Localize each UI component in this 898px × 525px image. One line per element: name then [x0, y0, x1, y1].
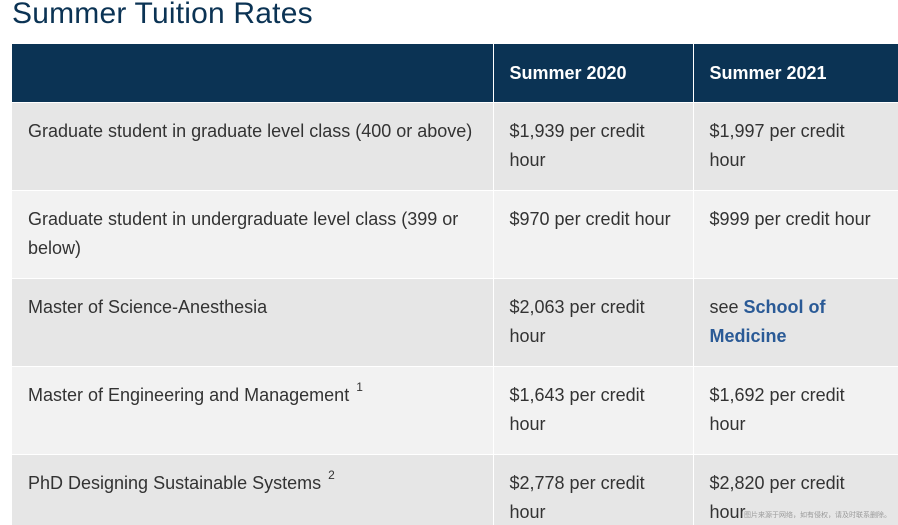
- program-cell: Graduate student in undergraduate level …: [12, 190, 494, 279]
- table-row: Graduate student in graduate level class…: [12, 102, 898, 191]
- table-row: Master of Science-Anesthesia $2,063 per …: [12, 278, 898, 367]
- rate-2021-cell: see School of Medicine: [693, 278, 898, 367]
- footnote-marker: 1: [356, 380, 363, 394]
- rate-2020-cell: $1,939 per credit hour: [493, 102, 694, 191]
- program-name: Master of Science-Anesthesia: [28, 297, 268, 317]
- rate-2021-cell: $999 per credit hour: [693, 190, 898, 279]
- school-of-medicine-link[interactable]: School of Medicine: [709, 297, 826, 346]
- program-name: PhD Designing Sustainable Systems: [28, 473, 322, 493]
- rate-2020-cell: $2,063 per credit hour: [493, 278, 694, 367]
- rate-2020-cell: $2,778 per credit hour: [493, 454, 694, 525]
- see-prefix: see: [709, 297, 744, 317]
- header-program: [12, 44, 494, 103]
- table-header-row: Summer 2020 Summer 2021: [12, 44, 898, 103]
- program-cell: Master of Science-Anesthesia: [12, 278, 494, 367]
- page-title: Summer Tuition Rates: [12, 0, 313, 30]
- rate-2021-cell: $1,997 per credit hour: [693, 102, 898, 191]
- rate-2021-cell: $2,820 per credit hour: [693, 454, 898, 525]
- table-row: Graduate student in undergraduate level …: [12, 190, 898, 279]
- tuition-rates-table: Summer 2020 Summer 2021 Graduate student…: [12, 44, 898, 525]
- program-name: Graduate student in undergraduate level …: [28, 209, 459, 258]
- watermark-text: 图片来源于网络，如有侵权，请及时联系删除。: [744, 511, 891, 519]
- header-summer-2021: Summer 2021: [693, 44, 898, 103]
- header-summer-2020: Summer 2020: [493, 44, 694, 103]
- program-name: Graduate student in graduate level class…: [28, 121, 473, 141]
- rate-2021-cell: $1,692 per credit hour: [693, 366, 898, 455]
- table-row: PhD Designing Sustainable Systems 2 $2,7…: [12, 454, 898, 525]
- rate-2020-cell: $970 per credit hour: [493, 190, 694, 279]
- program-cell: Master of Engineering and Management 1: [12, 366, 494, 455]
- program-cell: Graduate student in graduate level class…: [12, 102, 494, 191]
- rate-2020-cell: $1,643 per credit hour: [493, 366, 694, 455]
- program-name: Master of Engineering and Management: [28, 385, 350, 405]
- program-cell: PhD Designing Sustainable Systems 2: [12, 454, 494, 525]
- footnote-marker: 2: [328, 468, 335, 482]
- table-row: Master of Engineering and Management 1 $…: [12, 366, 898, 455]
